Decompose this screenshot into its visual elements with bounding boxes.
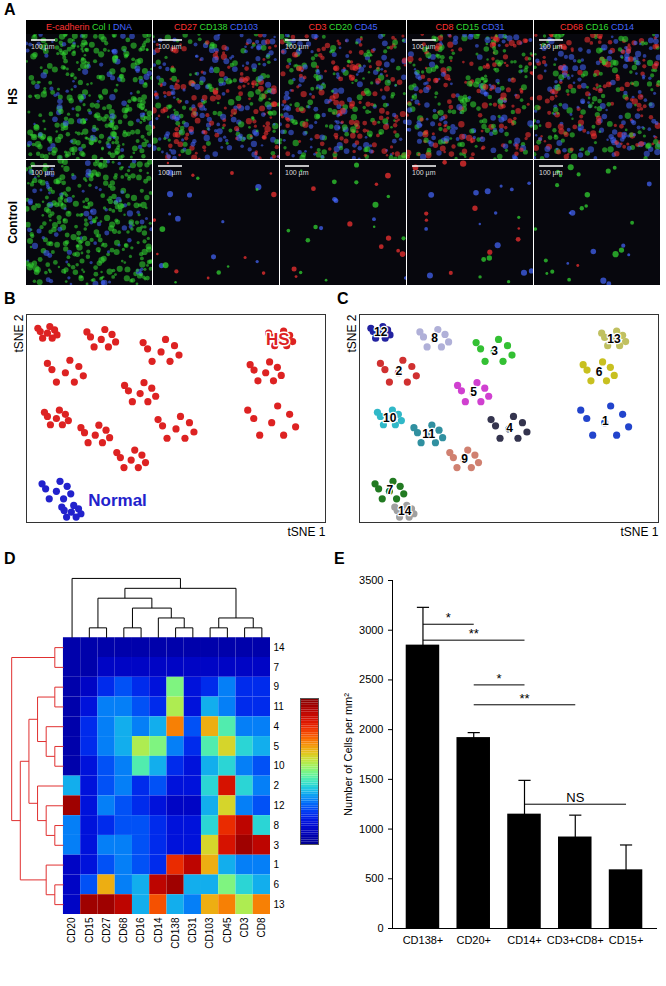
svg-text:100 µm: 100 µm <box>158 43 182 51</box>
svg-text:10: 10 <box>383 411 397 425</box>
svg-text:CD103: CD103 <box>204 917 215 949</box>
svg-text:100 µm: 100 µm <box>412 43 436 51</box>
svg-text:Number of Cells per mm²: Number of Cells per mm² <box>342 693 354 816</box>
html-text:E-cadherin Col I DNA: E-cadherin Col I DNA <box>46 22 132 32</box>
html-text:E: E <box>334 550 345 567</box>
svg-text:9: 9 <box>274 681 280 692</box>
svg-text:CD16: CD16 <box>135 917 146 943</box>
html-text:CD68 CD16 CD14: CD68 CD16 CD14 <box>560 22 634 32</box>
svg-text:100 µm: 100 µm <box>539 169 563 177</box>
svg-text:Normal: Normal <box>88 491 147 510</box>
svg-text:3: 3 <box>274 840 280 851</box>
svg-text:100 µm: 100 µm <box>31 43 55 51</box>
svg-text:CD15+: CD15+ <box>609 934 644 946</box>
svg-text:*: * <box>497 671 502 686</box>
svg-text:13: 13 <box>274 899 286 910</box>
svg-text:CD14+: CD14+ <box>507 934 542 946</box>
svg-text:4: 4 <box>274 721 280 732</box>
html-text:CD8 CD15 CD31: CD8 CD15 CD31 <box>435 22 505 32</box>
svg-text:11: 11 <box>422 427 435 441</box>
svg-text:11: 11 <box>274 701 285 712</box>
svg-text:CD3+CD8+: CD3+CD8+ <box>547 934 604 946</box>
svg-text:12: 12 <box>374 325 388 339</box>
svg-text:14: 14 <box>398 504 412 518</box>
svg-text:1500: 1500 <box>359 773 383 785</box>
svg-text:CD14: CD14 <box>153 917 164 943</box>
svg-text:9: 9 <box>461 452 468 466</box>
svg-text:7: 7 <box>274 662 280 673</box>
svg-text:CD27: CD27 <box>101 917 112 943</box>
svg-text:HS: HS <box>266 330 290 349</box>
svg-text:12: 12 <box>274 800 286 811</box>
svg-text:NS: NS <box>566 790 584 805</box>
svg-text:100 µm: 100 µm <box>158 169 182 177</box>
svg-text:10: 10 <box>274 760 286 771</box>
svg-text:CD31: CD31 <box>187 917 198 943</box>
svg-text:5: 5 <box>470 385 477 399</box>
svg-text:tSNE 2: tSNE 2 <box>12 314 26 352</box>
svg-text:1: 1 <box>602 414 609 428</box>
html-text:Control: Control <box>6 201 20 244</box>
svg-text:100 µm: 100 µm <box>285 43 309 51</box>
svg-text:**: ** <box>469 626 479 641</box>
svg-text:100 µm: 100 µm <box>285 169 309 177</box>
html-text:C: C <box>337 290 349 307</box>
svg-text:1000: 1000 <box>359 823 383 835</box>
svg-text:14: 14 <box>274 642 286 653</box>
svg-text:*: * <box>446 610 451 625</box>
svg-text:8: 8 <box>274 820 280 831</box>
svg-text:CD3: CD3 <box>239 917 250 937</box>
svg-text:CD138: CD138 <box>170 917 181 949</box>
svg-text:tSNE 2: tSNE 2 <box>345 314 359 352</box>
svg-text:3: 3 <box>491 344 498 358</box>
svg-text:CD20: CD20 <box>66 917 77 943</box>
html-text:CD27 CD138 CD103: CD27 CD138 CD103 <box>174 22 258 32</box>
html-text:HS: HS <box>6 88 20 105</box>
svg-text:8: 8 <box>431 331 438 345</box>
svg-text:CD68: CD68 <box>118 917 129 943</box>
svg-text:1: 1 <box>274 859 280 870</box>
svg-text:100 µm: 100 µm <box>31 169 55 177</box>
svg-text:2: 2 <box>396 364 403 378</box>
html-text:CD3 CD20 CD45: CD3 CD20 CD45 <box>308 22 378 32</box>
svg-text:500: 500 <box>365 872 383 884</box>
svg-text:6: 6 <box>596 365 603 379</box>
svg-text:CD8: CD8 <box>256 917 267 937</box>
html-text:D: D <box>4 550 16 567</box>
svg-text:3500: 3500 <box>359 574 383 586</box>
svg-text:4: 4 <box>506 421 513 435</box>
svg-text:100 µm: 100 µm <box>412 169 436 177</box>
html-text:A: A <box>4 1 16 18</box>
svg-text:CD20+: CD20+ <box>456 934 491 946</box>
svg-text:5: 5 <box>274 741 280 752</box>
svg-text:tSNE 1: tSNE 1 <box>620 525 658 539</box>
svg-text:tSNE 1: tSNE 1 <box>287 525 325 539</box>
svg-text:2000: 2000 <box>359 723 383 735</box>
svg-text:3000: 3000 <box>359 624 383 636</box>
svg-text:2500: 2500 <box>359 673 383 685</box>
svg-text:6: 6 <box>274 879 280 890</box>
svg-text:7: 7 <box>387 483 394 497</box>
svg-text:13: 13 <box>607 332 621 346</box>
svg-text:CD138+: CD138+ <box>403 934 444 946</box>
svg-text:**: ** <box>519 691 529 706</box>
svg-text:CD45: CD45 <box>222 917 233 943</box>
svg-text:CD15: CD15 <box>84 917 95 943</box>
svg-text:2: 2 <box>274 780 280 791</box>
svg-text:100 µm: 100 µm <box>539 43 563 51</box>
svg-text:0: 0 <box>377 922 383 934</box>
html-text:B: B <box>4 290 16 307</box>
